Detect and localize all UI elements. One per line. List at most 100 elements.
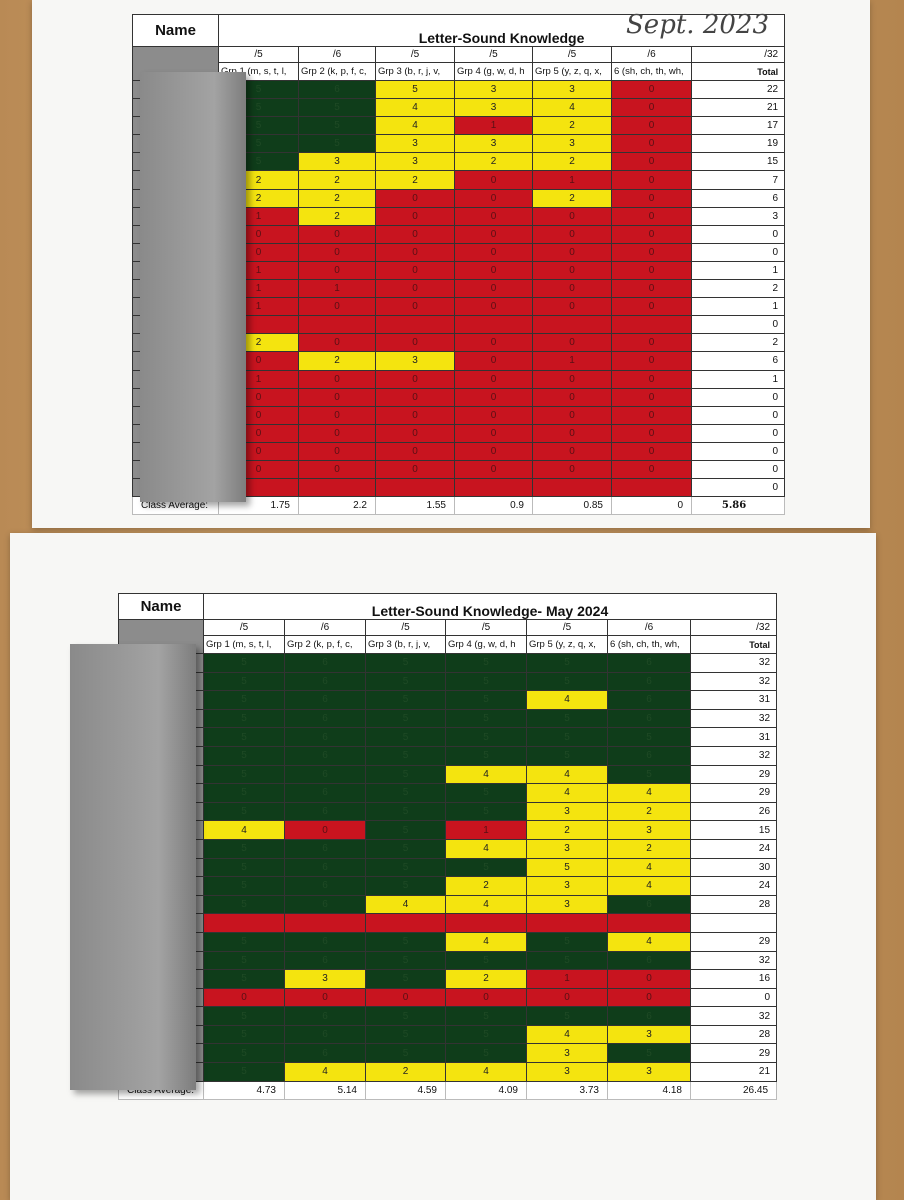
row-total: 30 (689, 857, 778, 878)
row-total: 0 (690, 224, 786, 244)
score-cell: 0 (298, 224, 376, 244)
score-cell: 6 (284, 838, 366, 859)
row-total: 1 (690, 260, 786, 281)
score-cell: 6 (607, 690, 691, 710)
score-cell: 0 (454, 405, 533, 425)
student-row: 5 6 5 5 5 6 32 (118, 653, 778, 673)
score-cell (203, 913, 285, 933)
class-average-row: Class Average: 4.73 5.14 4.59 4.09 3.73 4… (118, 1080, 778, 1100)
score-cell: 5 (203, 1043, 285, 1064)
score-cell: 0 (454, 170, 533, 190)
student-row: 5 6 5 5 3 5 29 (118, 1043, 778, 1064)
row-total: 2 (690, 279, 786, 299)
score-cell (298, 315, 376, 335)
score-cell: 0 (375, 369, 455, 389)
score-cell: 5 (365, 931, 446, 952)
row-total: 21 (689, 1062, 778, 1082)
student-row: 5 6 5 4 3 2 24 (118, 838, 778, 859)
score-cell: 0 (532, 333, 612, 353)
student-row: 5 4 2 4 3 3 21 (118, 1062, 778, 1082)
student-row: 5 6 5 5 3 2 26 (118, 801, 778, 822)
score-cell: 6 (284, 745, 366, 766)
score-cell: 0 (454, 369, 533, 389)
score-cell: 0 (532, 260, 612, 281)
score-cell: 4 (284, 1062, 366, 1082)
max-score: /5 (454, 46, 533, 63)
score-cell: 4 (375, 116, 455, 136)
score-cell: 6 (607, 671, 691, 692)
score-cell: 5 (445, 653, 527, 673)
student-row (118, 913, 778, 933)
score-cell: 0 (611, 260, 692, 281)
score-cell: 1 (454, 116, 533, 136)
class-average-value: 0 (611, 496, 692, 516)
group-header: Grp 5 (y, z, q, x, (532, 62, 612, 81)
score-cell: 0 (375, 206, 455, 226)
score-cell: 2 (298, 170, 376, 190)
score-cell (607, 913, 691, 933)
score-cell: 3 (526, 801, 608, 822)
row-total: 29 (689, 764, 778, 785)
student-row: 4 0 5 1 2 3 15 (118, 820, 778, 840)
score-cell: 6 (284, 783, 366, 803)
may-2024-sheet: Name Letter-Sound Knowledge- May 2024 /5… (10, 533, 876, 1200)
group-header: 6 (sh, ch, th, wh, (607, 635, 691, 654)
class-average-value: 4.09 (445, 1080, 527, 1100)
table-title: Letter-Sound Knowledge- May 2024 (202, 593, 778, 620)
score-cell: 5 (365, 820, 446, 840)
score-cell (611, 478, 692, 498)
row-total: 32 (689, 950, 778, 971)
class-average-row: Class Average: 1.75 2.2 1.55 0.9 0.85 0 5… (132, 496, 786, 516)
score-cell: 5 (203, 950, 285, 971)
score-cell: 3 (532, 79, 612, 100)
score-cell: 6 (284, 708, 366, 729)
score-cell: 0 (454, 279, 533, 299)
score-cell: 2 (298, 188, 376, 208)
score-cell: 6 (284, 671, 366, 692)
total-header: Total (689, 635, 778, 654)
score-cell: 5 (365, 727, 446, 747)
score-cell: 5 (365, 653, 446, 673)
score-cell: 0 (532, 206, 612, 226)
row-total: 28 (689, 1024, 778, 1045)
score-cell: 6 (284, 1024, 366, 1045)
score-cell: 6 (298, 79, 376, 100)
score-cell: 5 (203, 931, 285, 952)
group-header: Grp 2 (k, p, f, c, (298, 62, 376, 81)
score-cell: 6 (284, 727, 366, 747)
score-cell: 5 (526, 1006, 608, 1026)
score-cell: 0 (611, 242, 692, 262)
score-cell: 6 (607, 653, 691, 673)
score-cell: 4 (445, 764, 527, 785)
score-cell: 6 (607, 894, 691, 915)
score-cell: 3 (375, 134, 455, 154)
score-cell: 5 (607, 1043, 691, 1064)
row-total: 28 (689, 894, 778, 915)
score-cell: 0 (611, 351, 692, 371)
score-cell: 4 (375, 98, 455, 118)
score-cell: 0 (375, 297, 455, 317)
score-cell: 5 (526, 653, 608, 673)
class-average-value: 4.18 (607, 1080, 691, 1100)
score-cell: 6 (284, 894, 366, 915)
max-score: /6 (611, 46, 692, 63)
score-cell: 0 (298, 260, 376, 281)
score-cell: 0 (375, 224, 455, 244)
score-cell: 0 (284, 820, 366, 840)
score-cell: 5 (445, 1006, 527, 1026)
class-average-value: 1.55 (375, 496, 455, 516)
score-cell: 5 (203, 801, 285, 822)
score-cell: 6 (284, 653, 366, 673)
score-cell: 4 (526, 764, 608, 785)
group-header: Grp 4 (g, w, d, h (454, 62, 533, 81)
score-cell: 5 (375, 79, 455, 100)
score-cell: 0 (284, 987, 366, 1008)
score-cell: 0 (375, 423, 455, 443)
max-score-row: /5 /6 /5 /5 /5 /6 /32 (118, 619, 778, 654)
row-total: 7 (690, 170, 786, 190)
student-row: 5 6 5 4 4 5 29 (118, 764, 778, 785)
score-cell: 5 (445, 857, 527, 878)
score-cell: 5 (203, 727, 285, 747)
group-header-row: Grp 1 (m, s, t, l, Grp 2 (k, p, f, c, Gr… (133, 62, 786, 81)
